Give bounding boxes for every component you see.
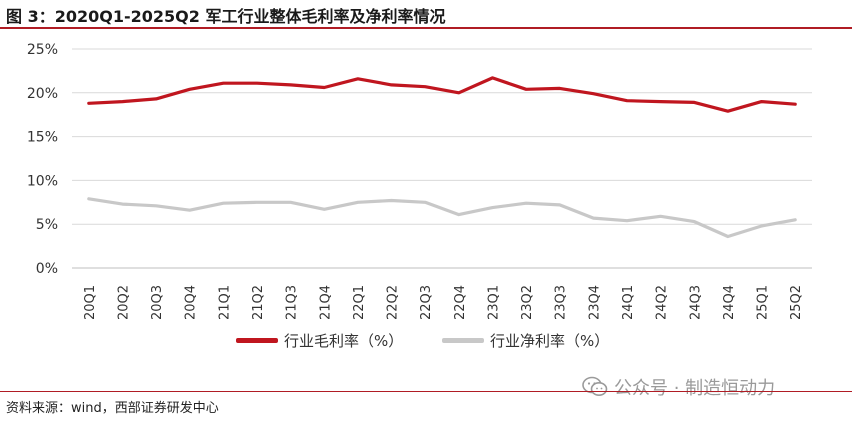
wechat-icon (582, 376, 608, 396)
x-tick-label: 21Q4 (318, 285, 333, 320)
y-tick-label: 5% (36, 217, 58, 233)
legend-item-net: 行业净利率（%） (442, 330, 609, 351)
x-tick-label: 23Q4 (587, 285, 602, 320)
y-tick-label: 20% (27, 86, 58, 102)
legend-label-net: 行业净利率（%） (490, 332, 610, 350)
x-tick-label: 21Q2 (251, 285, 266, 320)
x-tick-label: 25Q1 (756, 285, 771, 320)
x-tick-label: 22Q4 (453, 285, 468, 320)
x-tick-label: 23Q3 (554, 285, 569, 320)
x-tick-label: 20Q3 (150, 285, 165, 320)
x-tick-label: 20Q2 (116, 285, 131, 320)
source-note: 资料来源：wind，西部证券研发中心 (6, 401, 219, 416)
x-tick-label: 20Q1 (83, 285, 98, 320)
series-line-gross-margin (87, 76, 797, 113)
y-tick-label: 0% (36, 261, 58, 277)
chart-legend: 行业毛利率（%） 行业净利率（%） (0, 330, 852, 354)
x-tick-label: 23Q2 (520, 285, 535, 320)
source-divider (0, 391, 852, 392)
legend-label-gross: 行业毛利率（%） (284, 332, 404, 350)
x-tick-label: 22Q2 (386, 285, 401, 320)
watermark: 公众号 · 制造恒动力 (582, 374, 775, 400)
x-tick-label: 22Q3 (419, 285, 434, 320)
x-tick-label: 24Q1 (621, 285, 636, 320)
x-tick-label: 22Q1 (352, 285, 367, 320)
x-tick-label: 23Q1 (486, 285, 501, 320)
x-tick-label: 21Q3 (285, 285, 300, 320)
x-tick-label: 24Q2 (655, 285, 670, 320)
x-tick-label: 25Q2 (789, 285, 804, 320)
y-tick-label: 10% (27, 173, 58, 189)
x-tick-label: 24Q3 (688, 285, 703, 320)
legend-swatch-gross (236, 338, 278, 343)
x-tick-label: 21Q1 (217, 285, 232, 320)
legend-item-gross: 行业毛利率（%） (236, 330, 403, 351)
watermark-text: 公众号 · 制造恒动力 (614, 378, 776, 399)
line-chart: 0% 5% 10% 15% 20% 25% 20Q1 20Q2 20Q3 20Q4 21Q1 21Q2… (27, 42, 812, 320)
figure-title: 图 3：2020Q1-2025Q2 军工行业整体毛利率及净利率情况 (6, 7, 446, 26)
x-tick-label: 24Q4 (722, 285, 737, 320)
series-line-net-margin (87, 197, 797, 239)
x-tick-label: 20Q4 (184, 285, 199, 320)
legend-swatch-net (442, 338, 484, 343)
title-divider (0, 27, 852, 29)
y-tick-label: 25% (27, 42, 58, 58)
y-tick-label: 15% (27, 130, 58, 146)
